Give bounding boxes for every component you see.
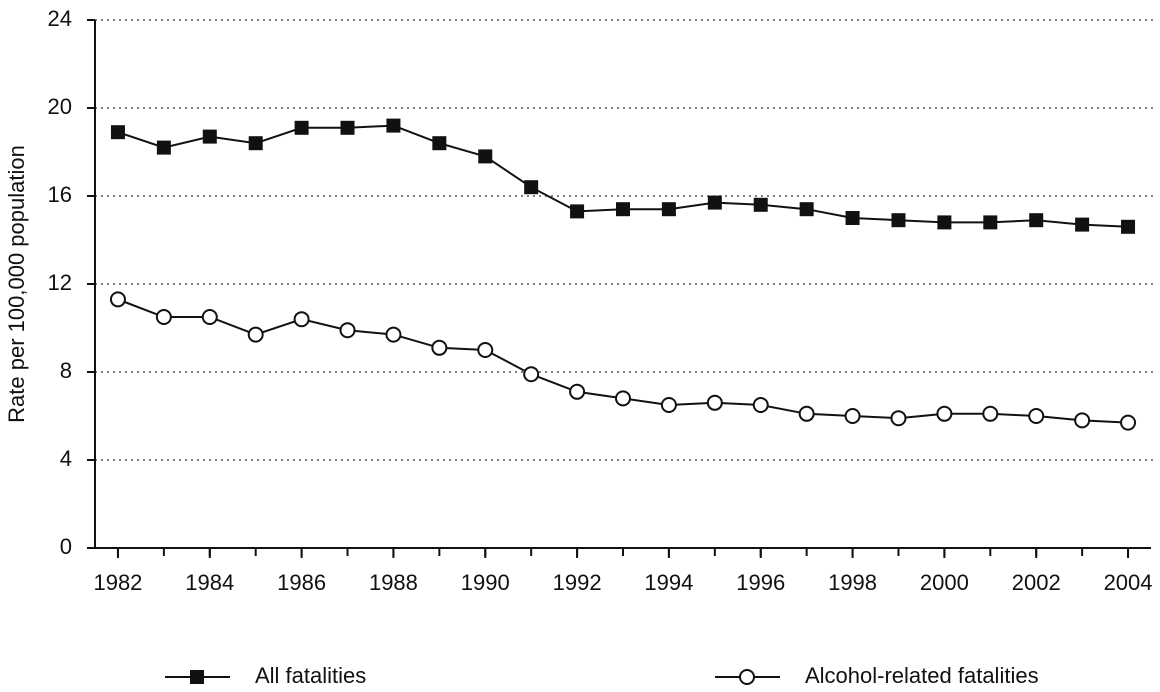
data-point <box>248 136 263 151</box>
y-axis-label: Rate per 100,000 population <box>4 145 29 423</box>
data-point <box>431 339 448 356</box>
data-point <box>752 397 769 413</box>
legend-label: Alcohol-related fatalities <box>805 663 1039 688</box>
data-point <box>524 180 539 195</box>
data-point <box>616 202 630 217</box>
data-point <box>936 405 953 422</box>
x-tick-label: 2004 <box>1104 570 1153 595</box>
data-point <box>523 366 540 383</box>
x-tick-label: 2000 <box>920 570 969 595</box>
data-point <box>1074 412 1091 429</box>
data-point <box>386 118 401 133</box>
data-point <box>201 309 218 325</box>
data-point <box>1028 408 1045 424</box>
data-point <box>385 326 402 343</box>
data-point <box>569 383 586 400</box>
data-point <box>339 322 356 339</box>
data-point <box>110 125 125 140</box>
data-point <box>798 405 815 422</box>
legend-label: All fatalities <box>255 663 366 688</box>
x-tick-label: 1996 <box>736 570 785 595</box>
y-tick-label: 4 <box>60 446 72 471</box>
y-tick-label: 20 <box>48 94 72 119</box>
data-point <box>156 140 171 155</box>
x-tick-label: 1998 <box>828 570 877 595</box>
y-tick-label: 12 <box>48 270 72 295</box>
data-point <box>707 195 722 210</box>
legend-marker <box>190 670 204 684</box>
data-point <box>890 410 907 427</box>
data-point <box>660 397 677 413</box>
data-point <box>570 204 585 219</box>
x-tick-label: 1992 <box>553 570 602 595</box>
data-point <box>891 213 906 228</box>
y-tick-label: 0 <box>60 534 72 559</box>
data-point <box>937 215 952 230</box>
data-point <box>799 202 814 217</box>
data-point <box>294 120 309 135</box>
data-point <box>844 408 861 424</box>
x-tick-label: 1988 <box>369 570 418 595</box>
data-point <box>155 309 172 325</box>
data-point <box>706 394 723 411</box>
x-tick-label: 1982 <box>93 570 142 595</box>
x-tick-label: 1986 <box>277 570 326 595</box>
data-point <box>477 342 494 358</box>
data-point <box>845 211 860 225</box>
data-point <box>432 136 447 151</box>
data-point <box>753 197 768 212</box>
x-tick-label: 1990 <box>461 570 510 595</box>
x-tick-label: 2002 <box>1012 570 1061 595</box>
data-point <box>983 215 998 230</box>
y-tick-label: 24 <box>48 6 72 31</box>
legend-marker <box>739 669 755 685</box>
data-point <box>478 149 493 164</box>
data-point <box>1121 219 1136 234</box>
data-point <box>202 129 217 144</box>
y-tick-label: 16 <box>48 182 72 207</box>
data-point <box>340 120 355 135</box>
data-point <box>1120 414 1137 431</box>
x-tick-label: 1994 <box>644 570 693 595</box>
data-point <box>293 311 310 328</box>
data-point <box>982 405 999 422</box>
data-point <box>247 326 264 343</box>
data-point <box>1075 217 1090 232</box>
data-point <box>1029 213 1044 228</box>
data-point <box>615 390 631 407</box>
x-tick-label: 1984 <box>185 570 234 595</box>
data-point <box>109 291 126 308</box>
data-point <box>661 202 676 217</box>
y-tick-label: 8 <box>60 358 72 383</box>
